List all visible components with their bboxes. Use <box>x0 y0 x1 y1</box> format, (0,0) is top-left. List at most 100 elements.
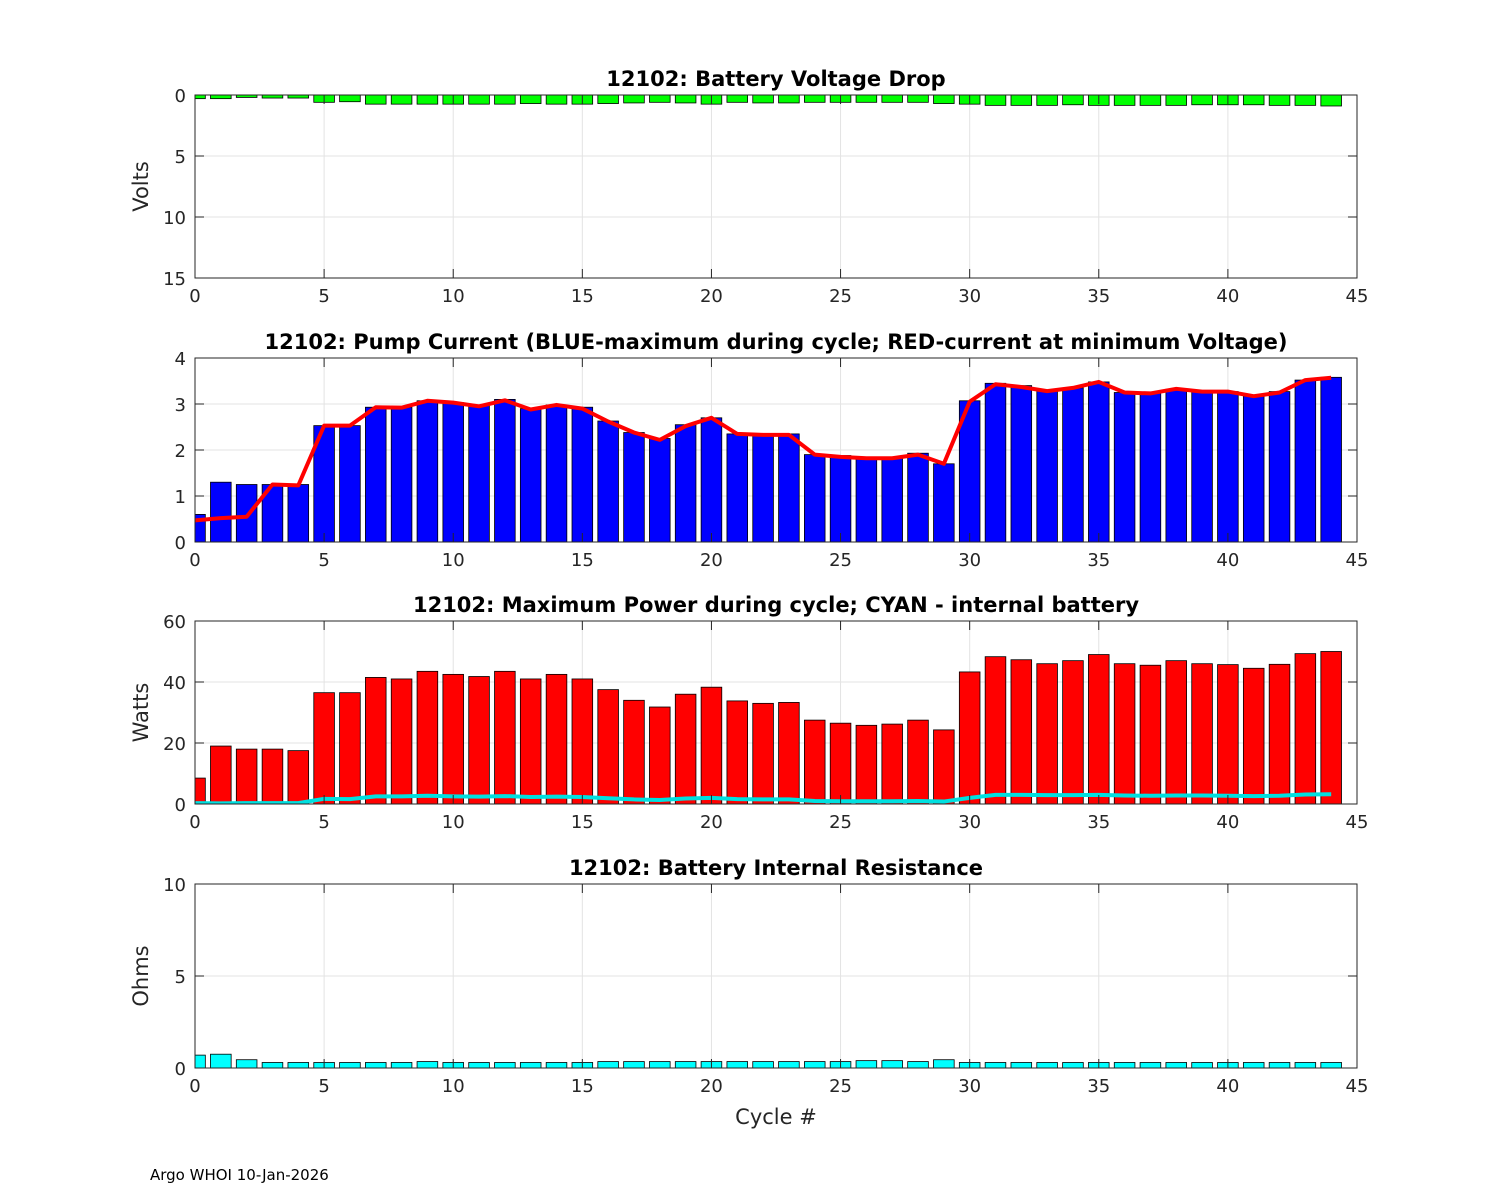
x-tick-label: 0 <box>189 286 200 307</box>
bar <box>494 1062 516 1068</box>
bar <box>623 95 645 104</box>
bar <box>1113 1062 1136 1068</box>
x-axis-label: Cycle # <box>735 1105 817 1129</box>
y-tick-label: 0 <box>175 795 186 816</box>
x-tick-label: 20 <box>700 550 723 571</box>
chart-current: 0 5 10 15 20 25 30 35 40 45 0 1 2 3 4 12102: Pump Curre… <box>175 330 1369 571</box>
bar <box>235 95 258 98</box>
bar <box>571 406 594 542</box>
bar <box>261 95 284 99</box>
x-tick-label: 10 <box>442 812 465 833</box>
x-tick-label: 20 <box>700 812 723 833</box>
bar <box>752 434 774 542</box>
plot-area <box>195 95 1357 278</box>
bar <box>881 1060 903 1068</box>
bar <box>649 706 671 804</box>
bar <box>365 1062 387 1068</box>
bar <box>804 719 826 804</box>
series-line <box>194 375 1332 523</box>
bar <box>416 670 439 804</box>
chart-title: 12102: Battery Internal Resistance <box>569 856 983 880</box>
x-tick-label: 25 <box>829 286 852 307</box>
x-tick-label: 35 <box>1087 286 1110 307</box>
plot-area <box>195 621 1357 804</box>
x-tick-label: 10 <box>442 550 465 571</box>
bar <box>700 417 723 542</box>
bar <box>1113 392 1136 542</box>
x-tick-label: 40 <box>1216 812 1239 833</box>
bar <box>1191 95 1213 106</box>
bar <box>390 1062 413 1068</box>
x-tick-label: 35 <box>1087 550 1110 571</box>
bar <box>933 729 955 804</box>
bar <box>597 689 619 804</box>
bar <box>700 686 723 804</box>
bar <box>1294 653 1317 804</box>
bar <box>1242 1062 1265 1068</box>
bar <box>1036 663 1058 804</box>
bar <box>519 1062 542 1068</box>
bar <box>571 678 594 804</box>
bar <box>829 722 852 804</box>
bar <box>829 455 852 542</box>
bar <box>674 95 697 104</box>
x-tick-label: 25 <box>829 1076 852 1097</box>
x-tick-label: 40 <box>1216 286 1239 307</box>
bar <box>390 678 413 804</box>
bar <box>1242 95 1265 106</box>
bar <box>1217 391 1239 542</box>
bar <box>984 656 1007 804</box>
bar <box>1242 667 1265 804</box>
bar <box>726 700 748 804</box>
x-tick-label: 30 <box>958 550 981 571</box>
x-tick-label: 45 <box>1346 812 1369 833</box>
chart-voltage: 0 5 10 15 20 25 30 35 40 45 0 5 10 15 12102: Battery V… <box>129 67 1368 307</box>
chart-resistance: 0 5 10 15 20 25 30 35 40 45 0 5 10 12102: Battery Int… <box>129 856 1368 1129</box>
bar <box>545 95 568 105</box>
bar <box>390 406 413 542</box>
bar <box>210 95 232 100</box>
bar <box>519 678 542 804</box>
x-tick-label: 45 <box>1346 1076 1369 1097</box>
bar <box>210 481 232 542</box>
bar <box>726 95 748 103</box>
bar <box>958 671 981 804</box>
bar <box>468 404 490 542</box>
x-tick-label: 0 <box>189 550 200 571</box>
bar <box>1320 1062 1342 1068</box>
bar <box>235 748 258 804</box>
bar <box>1010 95 1033 106</box>
y-tick-label: 3 <box>175 395 186 416</box>
x-tick-label: 5 <box>318 812 329 833</box>
bar <box>933 95 955 104</box>
bar <box>1036 389 1058 542</box>
bar <box>804 95 826 103</box>
bar <box>752 702 774 804</box>
bar <box>1191 391 1213 542</box>
bar <box>210 745 232 804</box>
bar <box>1320 376 1342 542</box>
bar <box>1139 392 1162 542</box>
bar <box>674 424 697 542</box>
bar <box>907 719 929 804</box>
y-tick-label: 20 <box>163 734 186 755</box>
x-tick-label: 30 <box>958 286 981 307</box>
x-tick-label: 25 <box>829 550 852 571</box>
bar <box>881 456 903 542</box>
bar <box>649 438 671 542</box>
chart-title: 12102: Pump Current (BLUE-maximum during… <box>265 330 1288 354</box>
bar <box>494 95 516 105</box>
bar <box>261 748 284 804</box>
bar <box>442 402 464 542</box>
bar <box>1113 95 1136 106</box>
bar <box>1294 1062 1317 1068</box>
bar <box>1062 95 1084 106</box>
x-tick-label: 30 <box>958 812 981 833</box>
y-tick-label: 60 <box>163 612 186 633</box>
y-tick-label: 10 <box>163 875 186 896</box>
bar <box>726 1061 748 1068</box>
bar <box>287 95 310 99</box>
x-tick-label: 45 <box>1346 550 1369 571</box>
bar <box>261 1062 284 1068</box>
